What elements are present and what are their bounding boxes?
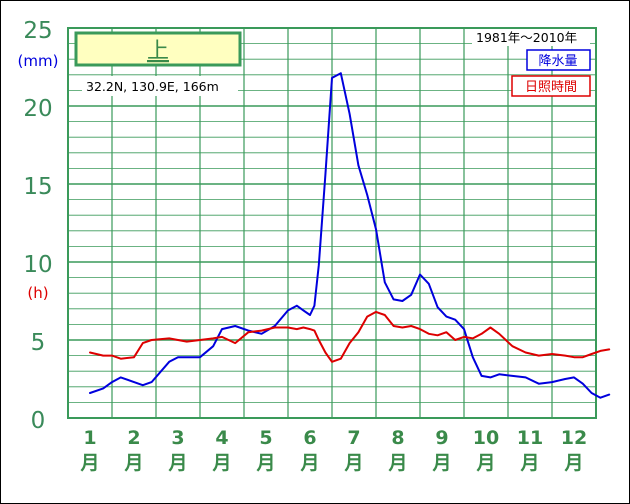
x-tick-month: 月	[343, 452, 363, 474]
period-text: 1981年～2010年	[476, 30, 577, 45]
y-tick-label: 20	[23, 96, 52, 122]
x-tick-number: 6	[303, 427, 316, 449]
x-tick-number: 3	[171, 427, 184, 449]
station-name: 上	[147, 39, 169, 64]
x-tick-month: 月	[431, 452, 451, 474]
x-axis: 1 月 2 月 3 月 4 月 5 月 6 月 7 月 8 月 9 月 10 月 11 月 12 月	[79, 427, 587, 474]
x-tick-number: 12	[561, 427, 587, 449]
y-tick-label: 0	[31, 408, 46, 434]
y-tick-label: 10	[23, 252, 52, 278]
legend-sunshine-box	[511, 75, 591, 97]
x-tick-number: 8	[391, 427, 404, 449]
y-tick-label: 25	[23, 18, 52, 44]
precipitation-line	[89, 72, 611, 399]
x-tick-month: 月	[299, 452, 319, 474]
x-tick-number: 10	[473, 427, 499, 449]
series-lines	[89, 72, 611, 399]
y-tick-label: 15	[23, 174, 52, 200]
location-bg	[82, 76, 238, 96]
x-tick-number: 11	[517, 427, 543, 449]
x-tick-month: 月	[167, 452, 187, 474]
y-tick-label: 5	[31, 330, 46, 356]
x-tick-month: 月	[387, 452, 407, 474]
location-text: 32.2N, 130.9E, 166m	[86, 79, 219, 94]
x-tick-month: 月	[475, 452, 495, 474]
sunshine-line	[89, 310, 611, 363]
grid	[67, 27, 597, 419]
x-tick-number: 4	[215, 427, 228, 449]
station-title-box	[74, 31, 242, 67]
x-tick-number: 9	[435, 427, 448, 449]
legend-sunshine-label: 日照時間	[525, 80, 577, 95]
period-bg	[472, 29, 590, 46]
x-tick-month: 月	[79, 452, 99, 474]
x-tick-month: 月	[519, 452, 539, 474]
x-tick-month: 月	[255, 452, 275, 474]
x-tick-number: 7	[347, 427, 360, 449]
x-tick-month: 月	[211, 452, 231, 474]
y-axis: 25 20 15 10 5 0	[23, 18, 52, 434]
x-tick-number: 5	[259, 427, 272, 449]
y-unit-precipitation: (mm)	[18, 52, 59, 70]
legend-precipitation-label: 降水量	[538, 54, 577, 69]
x-tick-number: 2	[127, 427, 140, 449]
y-unit-sunshine: (h)	[27, 284, 48, 302]
x-tick-month: 月	[563, 452, 583, 474]
legend-precipitation-box	[526, 49, 591, 71]
x-tick-number: 1	[83, 427, 96, 449]
x-tick-month: 月	[123, 452, 143, 474]
